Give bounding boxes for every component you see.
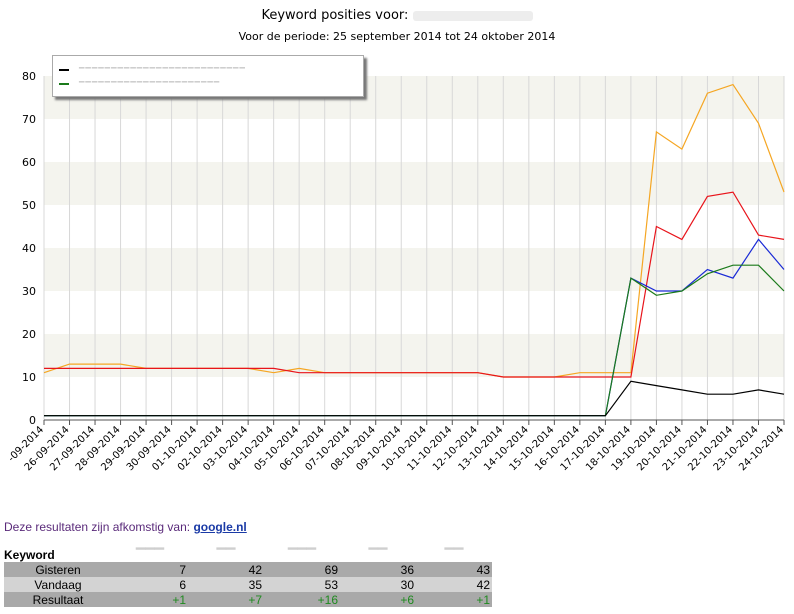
vertical-gridlines xyxy=(43,76,785,420)
y-tick-label: 10 xyxy=(22,371,36,384)
chart-subtitle: Voor de periode: 25 september 2014 tot 2… xyxy=(238,30,556,43)
y-tick-label: 50 xyxy=(22,199,36,212)
y-tick-label: 80 xyxy=(22,70,36,83)
cell-value: +16 xyxy=(317,592,338,607)
chart-legend: ━━━━━━━━━━━━━━━━━━━━━━━━━━ ━━━━━━━━━━━━━… xyxy=(52,55,364,97)
cell-value: +1 xyxy=(172,592,186,607)
source-text: Deze resultaten zijn afkomstig van: xyxy=(4,520,191,534)
legend-swatch-green xyxy=(59,83,69,85)
axes xyxy=(43,419,785,425)
results-table: Keyword ▔▔▔ ▔▔ ▔▔▔ ▔▔ ▔▔ Gisteren 7 42 6… xyxy=(4,548,492,607)
cell-value: 6 xyxy=(179,577,186,592)
legend-swatch-black xyxy=(59,69,69,71)
results-header-redacted: ▔▔ xyxy=(216,548,236,562)
cell-value: 42 xyxy=(248,562,262,577)
results-header-redacted: ▔▔▔ xyxy=(288,548,316,562)
chart-title-text: Keyword posities voor: xyxy=(261,8,409,23)
plot-band xyxy=(44,162,784,205)
chart-title: Keyword posities voor: xyxy=(0,8,794,23)
legend-label-redacted: ━━━━━━━━━━━━━━━━━━━━━━━━━━ xyxy=(79,64,246,74)
row-label: Resultaat xyxy=(32,592,84,607)
keyword-position-chart: 0 10 20 30 40 50 60 70 80 -09-201426-09-201427-0… xyxy=(6,70,786,473)
legend-label-redacted: ━━━━━━━━━━━━━━━━━━━━━━ xyxy=(79,78,221,88)
cell-value: 36 xyxy=(400,562,414,577)
cell-value: 53 xyxy=(324,577,338,592)
y-tick-label: 70 xyxy=(22,113,36,126)
cell-value: 43 xyxy=(476,562,490,577)
cell-value: +6 xyxy=(400,592,414,607)
y-tick-label: 40 xyxy=(22,242,36,255)
cell-value: +1 xyxy=(476,592,490,607)
results-header-redacted: ▔▔ xyxy=(368,548,388,562)
results-header-redacted: ▔▔▔ xyxy=(136,548,164,562)
redacted-domain xyxy=(412,10,533,21)
plot-band xyxy=(44,119,784,162)
table-row: Resultaat +1 +7 +16 +6 +1 xyxy=(4,592,492,607)
results-header-redacted: ▔▔ xyxy=(444,548,464,562)
y-tick-label: 0 xyxy=(29,414,36,427)
results-header-row: Keyword ▔▔▔ ▔▔ ▔▔▔ ▔▔ ▔▔ xyxy=(4,548,492,562)
plot-band xyxy=(44,334,784,377)
y-tick-label: 30 xyxy=(22,285,36,298)
table-row: Vandaag 6 35 53 30 42 xyxy=(4,577,492,592)
plot-bands xyxy=(44,76,784,420)
series-line-5 xyxy=(44,380,785,417)
source-note: Deze resultaten zijn afkomstig van: goog… xyxy=(4,520,247,534)
cell-value: 30 xyxy=(400,577,414,592)
table-row: Gisteren 7 42 69 36 43 xyxy=(4,562,492,577)
cell-value: 7 xyxy=(179,562,186,577)
cell-value: 69 xyxy=(324,562,338,577)
x-axis-labels: -09-201426-09-201427-09-201428-09-201429… xyxy=(6,424,786,473)
row-label: Vandaag xyxy=(34,577,82,592)
source-link[interactable]: google.nl xyxy=(193,520,247,534)
y-tick-label: 60 xyxy=(22,156,36,169)
cell-value: +7 xyxy=(248,592,262,607)
series-line-2 xyxy=(44,191,785,378)
y-tick-label: 20 xyxy=(22,328,36,341)
plot-band xyxy=(44,205,784,248)
cell-value: 42 xyxy=(476,577,490,592)
plot-band xyxy=(44,248,784,291)
row-label: Gisteren xyxy=(35,562,81,577)
series-lines xyxy=(43,83,785,417)
plot-band xyxy=(44,377,784,420)
cell-value: 35 xyxy=(248,577,262,592)
plot-band xyxy=(44,291,784,334)
results-header-keyword: Keyword xyxy=(4,548,55,562)
y-axis-labels: 0 10 20 30 40 50 60 70 80 xyxy=(22,70,36,427)
